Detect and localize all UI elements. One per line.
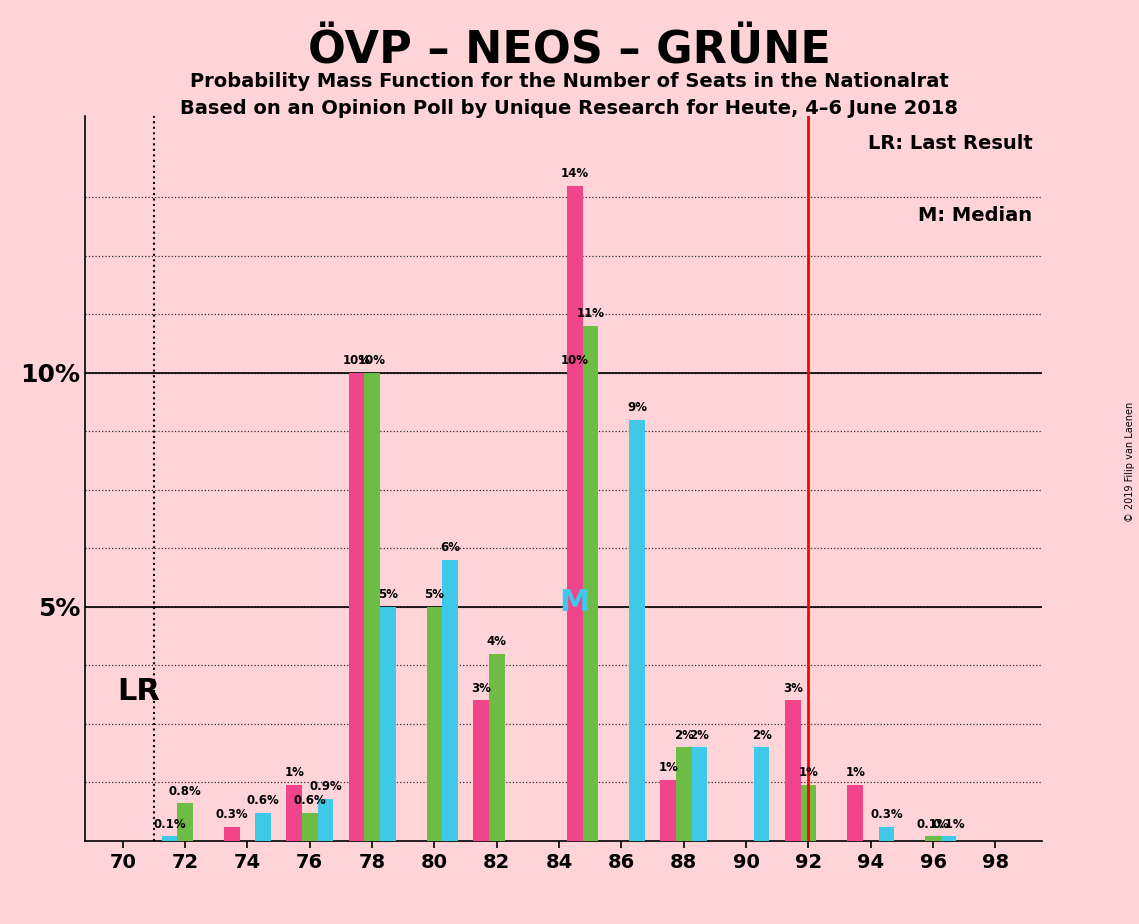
Text: 1%: 1% [798, 766, 819, 779]
Bar [925, 836, 941, 841]
Text: 2%: 2% [752, 729, 771, 742]
Bar [178, 803, 192, 841]
Bar [442, 560, 458, 841]
Bar [224, 827, 239, 841]
Text: 2%: 2% [689, 729, 710, 742]
Text: LR: LR [117, 676, 159, 706]
Bar [661, 780, 677, 841]
Text: 10%: 10% [343, 354, 370, 367]
Text: Probability Mass Function for the Number of Seats in the Nationalrat: Probability Mass Function for the Number… [190, 72, 949, 91]
Text: 0.6%: 0.6% [247, 794, 279, 808]
Text: 0.1%: 0.1% [933, 818, 965, 831]
Text: 1%: 1% [845, 766, 866, 779]
Text: 0.3%: 0.3% [215, 808, 248, 821]
Text: 11%: 11% [576, 308, 605, 321]
Text: 5%: 5% [378, 589, 398, 602]
Bar [427, 607, 442, 841]
Text: 0.9%: 0.9% [309, 780, 342, 793]
Text: M: Median: M: Median [918, 206, 1033, 225]
Text: 1%: 1% [658, 761, 678, 774]
Bar [489, 653, 505, 841]
Bar [941, 836, 957, 841]
Bar [364, 373, 380, 841]
Bar [847, 784, 863, 841]
Text: 0.3%: 0.3% [870, 808, 903, 821]
Text: 6%: 6% [440, 541, 460, 554]
Bar [691, 748, 707, 841]
Text: 5%: 5% [425, 589, 444, 602]
Bar [582, 326, 598, 841]
Text: 3%: 3% [782, 682, 803, 695]
Bar [567, 373, 582, 841]
Text: 0.6%: 0.6% [294, 794, 326, 808]
Text: 10%: 10% [560, 354, 589, 367]
Bar [785, 700, 801, 841]
Bar [629, 419, 645, 841]
Bar [318, 798, 334, 841]
Text: 0.1%: 0.1% [917, 818, 950, 831]
Bar [286, 784, 302, 841]
Text: 4%: 4% [486, 635, 507, 648]
Text: 0.8%: 0.8% [169, 784, 202, 797]
Bar [801, 784, 817, 841]
Bar [255, 813, 271, 841]
Bar [349, 373, 364, 841]
Text: 2%: 2% [674, 729, 694, 742]
Bar [474, 700, 489, 841]
Text: 0.1%: 0.1% [154, 818, 186, 831]
Text: 9%: 9% [628, 401, 647, 414]
Bar [162, 836, 178, 841]
Text: © 2019 Filip van Laenen: © 2019 Filip van Laenen [1125, 402, 1134, 522]
Bar [754, 748, 770, 841]
Text: M: M [559, 588, 590, 616]
Text: 14%: 14% [560, 167, 589, 180]
Bar [878, 827, 894, 841]
Bar [380, 607, 395, 841]
Text: 1%: 1% [285, 766, 304, 779]
Text: 10%: 10% [358, 354, 386, 367]
Text: ÖVP – NEOS – GRÜNE: ÖVP – NEOS – GRÜNE [308, 30, 831, 73]
Text: LR: Last Result: LR: Last Result [868, 134, 1033, 152]
Bar [677, 748, 691, 841]
Bar [302, 813, 318, 841]
Text: Based on an Opinion Poll by Unique Research for Heute, 4–6 June 2018: Based on an Opinion Poll by Unique Resea… [180, 99, 959, 118]
Bar [567, 186, 582, 841]
Text: 3%: 3% [472, 682, 491, 695]
